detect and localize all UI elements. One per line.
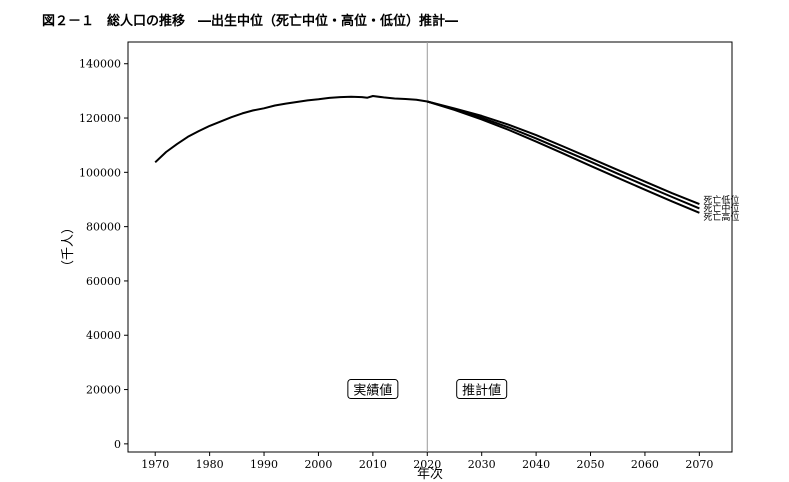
x-tick-label: 1990 bbox=[250, 458, 278, 471]
x-tick-label: 2060 bbox=[631, 458, 659, 471]
annotation-text: 実績値 bbox=[353, 383, 392, 399]
y-tick-label: 20000 bbox=[86, 384, 121, 397]
annotation-boxes: 実績値 推計値 bbox=[347, 379, 508, 400]
x-tick-label: 2020 bbox=[413, 458, 441, 471]
x-tick-label: 2050 bbox=[577, 458, 605, 471]
y-tick-label: 40000 bbox=[86, 329, 121, 342]
actual-population-line bbox=[154, 95, 428, 164]
y-tick-label: 120000 bbox=[79, 112, 121, 125]
annotation-text: 推計値 bbox=[462, 383, 501, 399]
y-tick-label: 140000 bbox=[79, 58, 121, 71]
x-tick-label: 2030 bbox=[468, 458, 496, 471]
annotation-box: 推計値 bbox=[456, 379, 508, 400]
x-tick-label: 2070 bbox=[685, 458, 713, 471]
y-axis-ticks: 0 20000 40000 60000 80000 100000 120000 140000 bbox=[79, 58, 128, 451]
y-tick-label: 100000 bbox=[79, 166, 121, 179]
x-axis-label: 年次 bbox=[417, 466, 443, 482]
projection-line-2 bbox=[427, 100, 700, 210]
x-axis-ticks: 1970 1980 1990 2000 2010 2020 2030 2040 2050 2060… bbox=[141, 452, 713, 471]
annotation-border bbox=[347, 379, 399, 400]
annotation-border bbox=[456, 379, 508, 400]
series-label: 死亡低位 bbox=[703, 194, 739, 206]
projection-line-1 bbox=[427, 100, 700, 206]
x-tick-label: 1980 bbox=[196, 458, 224, 471]
x-tick-label: 2000 bbox=[304, 458, 332, 471]
series-label: 死亡高位 bbox=[703, 211, 739, 223]
x-tick-label: 2040 bbox=[522, 458, 550, 471]
y-tick-label: 80000 bbox=[86, 221, 121, 234]
y-tick-label: 0 bbox=[114, 438, 121, 451]
x-tick-label: 1970 bbox=[141, 458, 169, 471]
projection-line-3 bbox=[427, 100, 700, 214]
y-tick-label: 60000 bbox=[86, 275, 121, 288]
x-tick-label: 2010 bbox=[359, 458, 387, 471]
series-lines bbox=[154, 95, 700, 214]
y-axis-label: （千人） bbox=[61, 221, 76, 273]
plot-frame bbox=[127, 41, 733, 453]
figure-title: 図２－１ 総人口の推移 ―出生中位（死亡中位・高位・低位）推計― bbox=[42, 14, 459, 29]
annotation-box: 実績値 bbox=[347, 379, 399, 400]
series-label: 死亡中位 bbox=[703, 202, 739, 214]
